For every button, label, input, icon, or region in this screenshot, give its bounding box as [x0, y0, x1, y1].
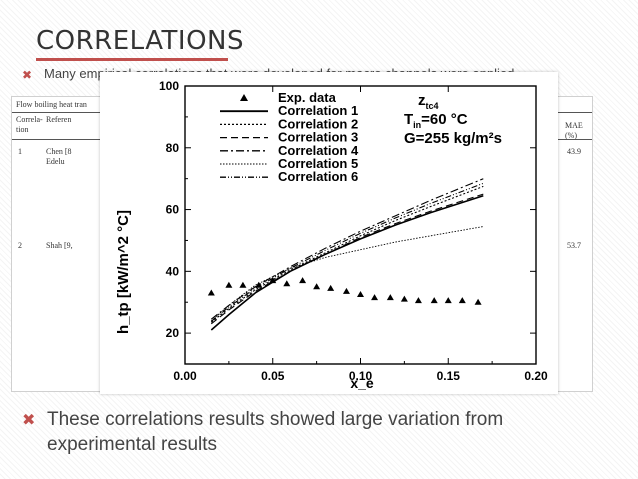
series-line-correlation-3 [210, 193, 484, 325]
exp-data-point [400, 295, 408, 302]
x-tick-label: 0.05 [261, 369, 285, 383]
table-header-correlation: Correla- tion [16, 115, 43, 134]
exp-data-point [458, 297, 466, 304]
series-line-correlation-4 [210, 178, 484, 320]
legend-label-exp-data: Exp. data [278, 90, 337, 105]
condition-g: G=255 kg/m²s [404, 130, 502, 147]
exp-data-point [283, 280, 291, 287]
title-underline [36, 58, 228, 61]
exp-data-point [327, 284, 335, 291]
y-tick-label: 100 [159, 79, 179, 93]
exp-data-point [313, 283, 321, 290]
exp-data-point [207, 289, 215, 296]
table-caption: Flow boiling heat tran [16, 100, 87, 109]
y-tick-label: 20 [166, 326, 180, 340]
legend-label-correlation-5: Correlation 5 [278, 156, 358, 171]
plot-frame [184, 85, 537, 365]
y-axis-label: h_tp [kW/m^2 °C] [115, 210, 132, 334]
legend-marker-exp-data [240, 94, 248, 101]
table-row-2-mae: 53.7 [567, 241, 581, 250]
exp-data-point [371, 294, 379, 301]
legend-label-correlation-3: Correlation 3 [278, 130, 358, 145]
x-axis-label: x_e [350, 375, 374, 391]
y-tick-label: 40 [166, 264, 180, 278]
exp-data-point [474, 298, 482, 305]
condition-tin: Tin=60 °C [404, 111, 468, 130]
exp-data-point [255, 281, 263, 288]
table-row-1-mae: 43.9 [567, 147, 581, 156]
exp-data-point [299, 277, 307, 284]
series-line-correlation-1 [210, 194, 484, 331]
table-header-mae: MAE (%) [565, 121, 583, 140]
y-tick-label: 80 [166, 141, 180, 155]
bullet-text-2: These correlations results showed large … [47, 409, 504, 455]
y-tick-label: 60 [166, 203, 180, 217]
exp-data-point [225, 281, 233, 288]
slide-title: CORRELATIONS [36, 26, 244, 56]
table-row-2-num: 2 [18, 241, 22, 250]
table-row-1-ref: Chen [8 Edelu [46, 147, 72, 166]
legend-label-correlation-6: Correlation 6 [278, 169, 358, 184]
x-mark-icon: ✖ [22, 410, 36, 429]
x-tick-label: 0.15 [437, 369, 461, 383]
exp-data-point [357, 291, 364, 297]
x-mark-icon: ✖ [22, 68, 33, 82]
legend-label-correlation-4: Correlation 4 [278, 143, 359, 158]
legend-label-correlation-2: Correlation 2 [278, 116, 358, 131]
legend-label-correlation-1: Correlation 1 [278, 103, 358, 118]
exp-data-point [444, 297, 452, 304]
exp-data-point [430, 297, 438, 304]
exp-data-point [386, 294, 394, 301]
table-row-2-ref: Shah [9, [46, 241, 73, 250]
x-tick-label: 0.20 [524, 369, 548, 383]
table-header-reference: Referen [46, 115, 72, 124]
exp-data-point [414, 297, 422, 304]
table-row-1-num: 1 [18, 147, 22, 156]
x-tick-label: 0.00 [173, 369, 197, 383]
exp-data-point [269, 277, 277, 284]
exp-data-point [342, 287, 350, 294]
series-line-correlation-6 [210, 182, 484, 322]
x-tick-label: 0.10 [349, 369, 373, 383]
series-line-correlation-5 [211, 226, 484, 322]
exp-data-point [239, 281, 247, 288]
series-line-correlation-2 [210, 185, 484, 323]
chart-panel: 0.00 0.05 0.10 0.15 0.20 20 40 60 80 100 Exp. dat… [100, 72, 558, 394]
htp-vs-quality-chart: 0.00 0.05 0.10 0.15 0.20 20 40 60 80 100 Exp. dat… [115, 79, 548, 391]
condition-z: ztc4 [418, 92, 439, 111]
